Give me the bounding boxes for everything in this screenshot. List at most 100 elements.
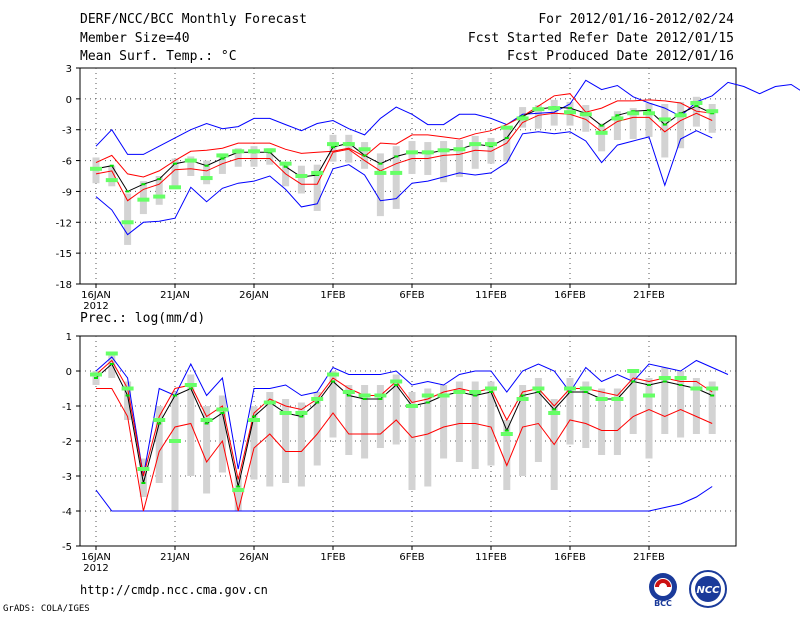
prec-box — [629, 371, 637, 434]
prec-box — [503, 420, 511, 490]
prec-box — [345, 385, 353, 455]
prec-mean-dot — [647, 384, 651, 386]
prec-median-mark — [153, 418, 166, 422]
temp-mean-dot — [141, 183, 146, 186]
prec-ytick-label: -1 — [62, 402, 72, 413]
prec-median-mark — [105, 351, 118, 356]
temp-mean-line — [95, 105, 713, 193]
temp-ytick-label: 3 — [66, 64, 72, 75]
prec-xtick-label: 16JAN — [81, 552, 111, 563]
prec-median-mark — [532, 386, 545, 391]
temp-mean-dot — [568, 107, 572, 110]
temp-mean-dot — [662, 123, 667, 126]
prec-median-mark — [564, 386, 576, 391]
temp-median-mark — [564, 110, 576, 115]
temp-box — [503, 126, 511, 162]
prec-box — [376, 385, 384, 448]
temp-mean-dot — [599, 124, 604, 127]
temp-median-mark — [690, 100, 703, 105]
prec-mean-dot — [252, 415, 256, 418]
prec-box — [598, 388, 606, 455]
prec-box — [361, 385, 369, 459]
prec-median-mark — [469, 390, 482, 394]
temp-median-mark — [658, 117, 671, 122]
prec-box — [661, 367, 669, 434]
chart-title: DERF/NCC/BCC Monthly Forecast — [80, 12, 307, 27]
temp-median-mark — [516, 116, 529, 121]
prec-box — [250, 406, 258, 480]
prec-median-mark — [595, 397, 608, 401]
temp-median-mark — [374, 170, 387, 175]
prec-median-mark — [453, 390, 466, 394]
temp-box — [661, 104, 669, 158]
prec-median-mark — [200, 418, 213, 422]
prec-box — [124, 381, 132, 420]
prec-median-mark — [579, 386, 592, 391]
prec-median-mark — [169, 439, 181, 443]
temp-xtick-label: 26JAN — [239, 290, 269, 301]
footer-url[interactable]: http://cmdp.ncc.cma.gov.cn — [80, 583, 268, 597]
temp-median-mark — [485, 142, 497, 147]
prec-mean-dot — [109, 363, 114, 365]
prec-median-mark — [658, 376, 671, 380]
prec-median-mark — [327, 372, 339, 377]
temp-median-mark — [263, 148, 276, 153]
temp-ytick-label: 0 — [66, 95, 72, 106]
prec-xtick-label: 6FEB — [399, 552, 424, 563]
temp-ytick-label: -18 — [56, 280, 72, 291]
prec-box — [471, 381, 479, 469]
prec-median-mark — [706, 386, 719, 391]
prec-mean-dot — [552, 408, 557, 411]
temp-box — [613, 111, 621, 140]
prec-box — [282, 399, 290, 483]
prec-ytick-label: -2 — [62, 437, 72, 448]
temp-median-mark — [390, 170, 403, 175]
prec-median-mark — [184, 383, 197, 387]
prec-box — [187, 374, 195, 476]
ncc-logo: NCC — [688, 569, 728, 609]
prec-mean-dot — [520, 394, 525, 397]
temp-box — [203, 160, 211, 185]
prec-mean-dot — [236, 485, 241, 488]
temp-ytick-label: -12 — [56, 218, 72, 229]
temp-median-mark — [406, 150, 418, 155]
prec-lower-line — [96, 388, 713, 512]
prec-box — [440, 385, 448, 459]
temp-box — [645, 102, 653, 137]
temp-mean-dot — [615, 114, 620, 117]
temp-box — [329, 134, 337, 162]
prec-box — [645, 378, 653, 459]
temp-box — [408, 141, 416, 174]
temp-median-mark — [421, 150, 434, 155]
prec-mean-dot — [631, 380, 636, 383]
temp-box — [455, 140, 463, 178]
temp-xtick-label: 21FEB — [633, 290, 665, 301]
prec-mean-dot — [536, 391, 541, 393]
temp-frame — [79, 67, 737, 285]
temp-median-mark — [342, 142, 355, 147]
temp-mean-dot — [315, 173, 320, 176]
prec-ytick-label: -5 — [62, 542, 72, 553]
prec-mean-dot — [583, 391, 588, 393]
prec-mean-line — [95, 363, 713, 487]
prec-mean-dot — [331, 380, 335, 383]
temp-mean-dot — [694, 105, 699, 108]
temp-median-mark — [674, 113, 687, 118]
temp-median-mark — [469, 142, 482, 147]
temp-mean-dot — [678, 112, 683, 115]
prec-mean-dot — [346, 394, 351, 397]
prec-ytick-label: -4 — [62, 507, 72, 518]
temp-box — [266, 148, 274, 165]
temp-box — [471, 135, 479, 169]
prec-median-mark — [121, 386, 134, 391]
forecast-started: Fcst Started Refer Date 2012/01/15 — [467, 31, 734, 46]
temp-median-mark — [232, 149, 245, 154]
temp-box — [187, 156, 195, 176]
prec-xtick-label: 11FEB — [475, 552, 507, 563]
temp-mean-dot — [710, 112, 715, 115]
temp-median-mark — [358, 147, 371, 152]
prec-box — [155, 406, 163, 483]
prec-box — [234, 476, 242, 511]
prec-box — [408, 392, 416, 490]
